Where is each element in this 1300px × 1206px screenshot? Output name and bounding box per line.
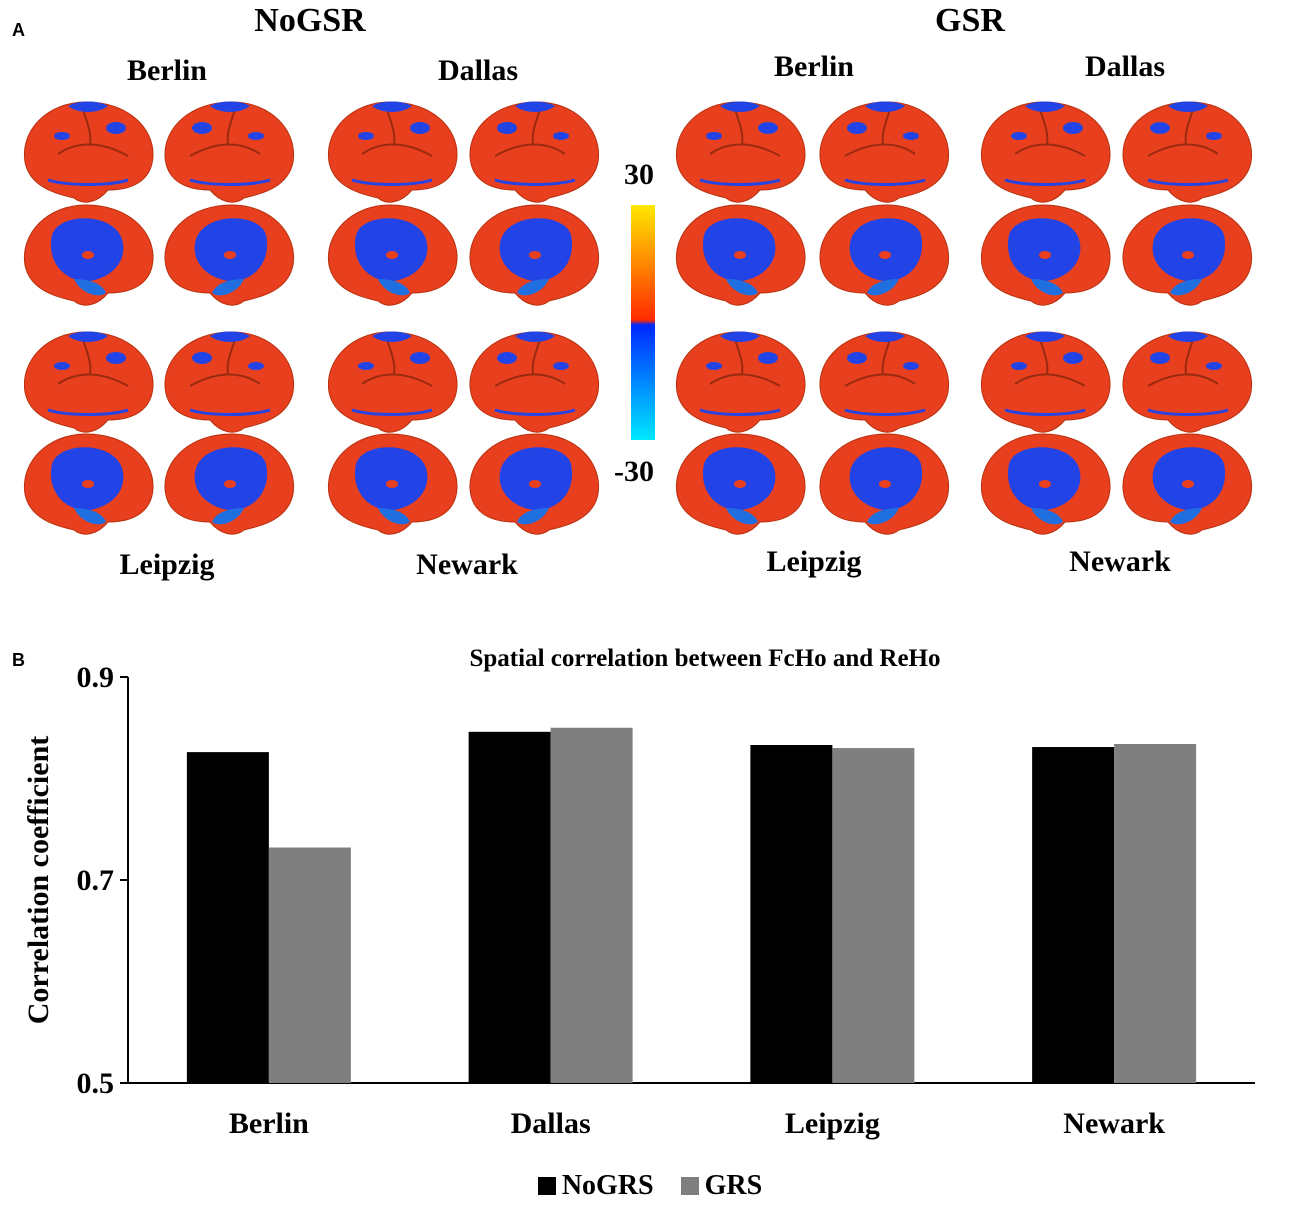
- legend-swatch-grs: [680, 1177, 699, 1195]
- legend-item-grs: GRS: [680, 1170, 763, 1202]
- legend-swatch-nogrs: [537, 1177, 556, 1195]
- y-tick-label: 0.9: [77, 661, 115, 694]
- x-tick-label: Berlin: [229, 1107, 309, 1140]
- x-tick-label: Newark: [1063, 1107, 1165, 1140]
- brain-surface-18: [164, 331, 295, 433]
- brain-surface-15: [980, 204, 1111, 306]
- legend-item-nogrs: NoGRS: [537, 1170, 654, 1202]
- brain-surface-3: [327, 101, 458, 203]
- brain-surface-11: [327, 204, 458, 306]
- bar-nogrs-dallas: [468, 731, 551, 1083]
- bar-grs-newark: [1114, 743, 1197, 1083]
- nogsr-berlin-label: Berlin: [127, 54, 207, 87]
- brain-surface-6: [819, 101, 950, 203]
- brain-surface-28: [469, 433, 600, 535]
- bar-nogrs-newark: [1032, 747, 1115, 1083]
- brain-surface-16: [1122, 204, 1253, 306]
- brain-surface-30: [819, 433, 950, 535]
- brain-surface-1: [23, 101, 154, 203]
- nogsr-title: NoGSR: [254, 2, 366, 39]
- nogsr-dallas-label: Dallas: [437, 54, 518, 87]
- colorbar-max-label: 30: [624, 158, 654, 191]
- gsr-title: GSR: [935, 2, 1005, 39]
- brain-surface-8: [1122, 101, 1253, 203]
- legend-label-grs: GRS: [704, 1170, 763, 1201]
- brain-surface-2: [164, 101, 295, 203]
- nogsr-leipzig-label: Leipzig: [119, 548, 215, 581]
- brain-surface-17: [23, 331, 154, 433]
- brain-surface-10: [164, 204, 295, 306]
- bar-nogrs-leipzig: [750, 745, 833, 1083]
- legend-label-nogrs: NoGRS: [561, 1170, 654, 1201]
- brain-surface-14: [819, 204, 950, 306]
- brain-surface-21: [675, 331, 806, 433]
- gsr-newark-label: Newark: [1069, 545, 1171, 578]
- x-tick-label: Dallas: [511, 1107, 591, 1140]
- y-tick-label: 0.5: [77, 1067, 115, 1100]
- brain-surface-32: [1122, 433, 1253, 535]
- colorbar: [631, 205, 655, 440]
- gsr-leipzig-label: Leipzig: [766, 545, 862, 578]
- brain-surface-12: [469, 204, 600, 306]
- panel-b-letter: B: [12, 650, 25, 670]
- bar-chart: Spatial correlation between FcHo and ReH…: [22, 645, 1255, 1140]
- y-tick-label: 0.7: [77, 864, 115, 897]
- chart-title: Spatial correlation between FcHo and ReH…: [469, 645, 940, 672]
- brain-surface-9: [23, 204, 154, 306]
- brain-surface-23: [980, 331, 1111, 433]
- brain-surface-13: [675, 204, 806, 306]
- brain-surface-22: [819, 331, 950, 433]
- brain-surface-24: [1122, 331, 1253, 433]
- gsr-dallas-label: Dallas: [1084, 50, 1165, 83]
- brain-surface-25: [23, 433, 154, 535]
- brain-renderings: [23, 101, 1253, 535]
- x-tick-label: Leipzig: [785, 1107, 880, 1140]
- nogsr-newark-label: Newark: [416, 548, 518, 581]
- brain-surface-26: [164, 433, 295, 535]
- brain-surface-31: [980, 433, 1111, 535]
- brain-surface-29: [675, 433, 806, 535]
- y-axis-label: Correlation coefficient: [22, 736, 55, 1025]
- bar-grs-dallas: [550, 727, 633, 1083]
- brain-surface-19: [327, 331, 458, 433]
- brain-surface-5: [675, 101, 806, 203]
- brain-surface-4: [469, 101, 600, 203]
- brain-surface-27: [327, 433, 458, 535]
- panel-a-letter: A: [12, 20, 25, 40]
- bar-nogrs-berlin: [186, 752, 269, 1083]
- bar-grs-berlin: [268, 847, 351, 1083]
- brain-surface-7: [980, 101, 1111, 203]
- colorbar-min-label: -30: [614, 455, 654, 488]
- brain-surface-20: [469, 331, 600, 433]
- chart-legend: NoGRS GRS: [0, 1170, 1300, 1203]
- gsr-berlin-label: Berlin: [774, 50, 854, 83]
- bar-grs-leipzig: [832, 748, 915, 1083]
